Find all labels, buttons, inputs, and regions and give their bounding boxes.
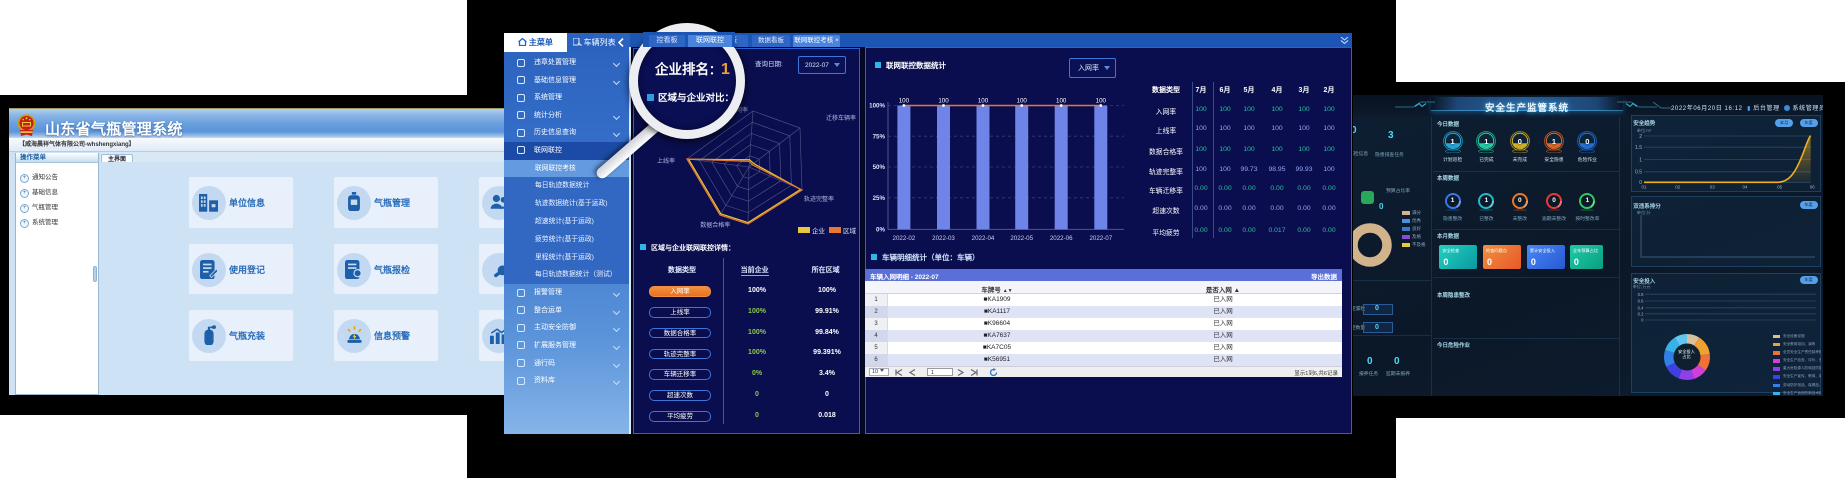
svg-text:0: 0 [1639, 180, 1642, 186]
svg-text:2022-03: 2022-03 [932, 235, 955, 242]
svg-text:06: 06 [1810, 185, 1816, 190]
svg-text:02: 02 [1675, 185, 1681, 190]
svg-text:75%: 75% [873, 133, 886, 140]
svg-text:01: 01 [1641, 185, 1647, 190]
svg-text:1.5: 1.5 [1635, 145, 1642, 151]
svg-text:1: 1 [1639, 157, 1642, 163]
svg-text:2022-06: 2022-06 [1050, 235, 1073, 242]
svg-text:2022-02: 2022-02 [893, 235, 916, 242]
svg-text:25%: 25% [873, 195, 886, 202]
svg-text:0: 0 [1641, 318, 1644, 323]
svg-text:50%: 50% [873, 164, 886, 171]
svg-text:2: 2 [1639, 134, 1642, 140]
svg-text:100: 100 [938, 98, 949, 105]
svg-text:0%: 0% [876, 227, 885, 234]
svg-text:100%: 100% [869, 103, 885, 110]
svg-text:2022-04: 2022-04 [972, 235, 995, 242]
svg-text:0.5: 0.5 [1635, 170, 1642, 176]
svg-text:0.4: 0.4 [1638, 305, 1644, 310]
svg-text:100: 100 [899, 98, 910, 105]
svg-text:03: 03 [1710, 185, 1716, 190]
svg-text:100: 100 [1096, 98, 1107, 105]
svg-text:0.8: 0.8 [1638, 293, 1644, 297]
svg-text:04: 04 [1742, 185, 1748, 190]
svg-text:2022-07: 2022-07 [1089, 235, 1112, 242]
svg-text:100: 100 [1017, 98, 1028, 105]
svg-text:100: 100 [1056, 98, 1067, 105]
svg-text:0.2: 0.2 [1638, 311, 1644, 316]
svg-text:2022-05: 2022-05 [1010, 235, 1033, 242]
svg-text:100: 100 [978, 98, 989, 105]
svg-text:0.6: 0.6 [1638, 299, 1644, 304]
svg-text:05: 05 [1777, 185, 1783, 190]
